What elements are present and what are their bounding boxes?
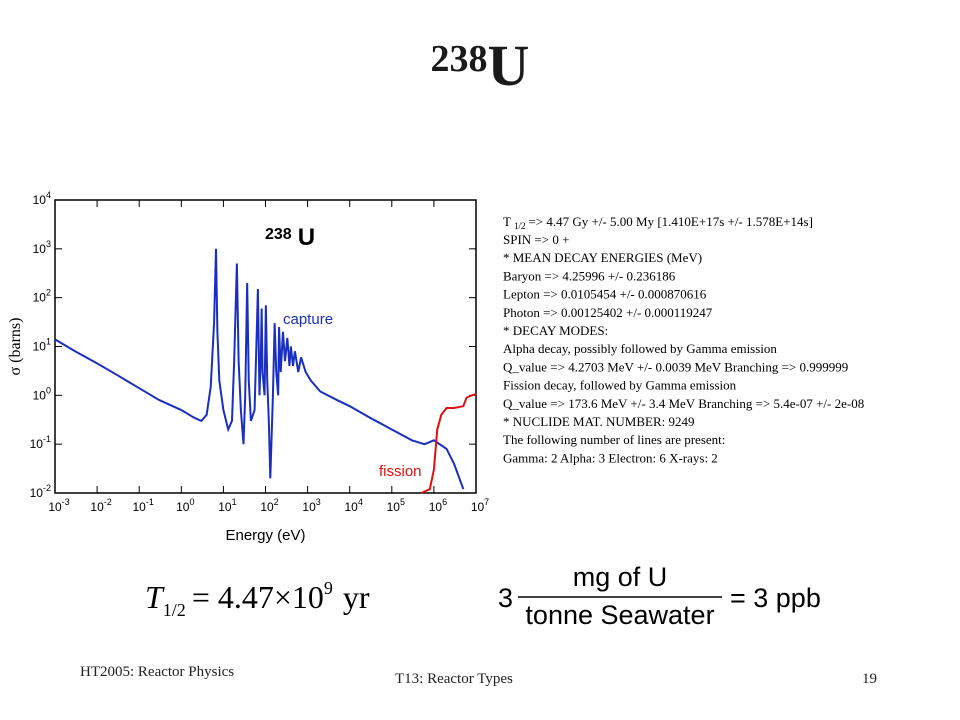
tick-label: 101	[218, 497, 236, 514]
chart: 10-3 10-2 10-1 100 101 102 103 104 105 106 10710-2…	[7, 190, 489, 544]
half-life-line: T 1/2 => 4.47 Gy +/- 5.00 My [1.410E+17s +…	[503, 214, 813, 231]
decay-info-line: Baryon => 4.25996 +/- 0.236186	[503, 268, 676, 283]
footer-left: HT2005: Reactor Physics	[80, 664, 234, 680]
title-mass-number: 238	[431, 38, 488, 80]
tick-label: 102	[260, 497, 278, 514]
tick-label: 106	[429, 497, 447, 514]
series-line	[420, 393, 477, 494]
series-label: capture	[283, 311, 333, 328]
tick-label: 103	[33, 239, 51, 256]
tick-label: 105	[387, 497, 405, 514]
decay-info-line: * MEAN DECAY ENERGIES (MeV)	[503, 250, 702, 265]
half-life-text: => 4.47 Gy +/- 5.00 My [1.410E+17s +/- 1…	[528, 214, 812, 229]
footer-page: 19	[862, 671, 877, 687]
formula-unit: yr	[343, 579, 370, 615]
decay-info-line: * DECAY MODES:	[503, 323, 608, 338]
chart-title-symbol: U	[298, 224, 315, 251]
formula-result: = 3 ppb	[730, 583, 821, 613]
tick-label: 10-1	[133, 497, 154, 514]
tick-label: 102	[33, 288, 51, 305]
decay-info-line: The following number of lines are presen…	[503, 432, 725, 447]
y-axis-label: σ (barns)	[7, 318, 24, 376]
tick-label: 10-2	[90, 497, 111, 514]
formula-subscript: 1/2	[163, 600, 186, 620]
series-label: fission	[379, 463, 422, 480]
decay-info-line: Photon => 0.00125402 +/- 0.000119247	[503, 305, 713, 320]
tick-label: 10-3	[48, 497, 69, 514]
tick-label: 103	[302, 497, 320, 514]
formula-seawater: 3 mg of U tonne Seawater = 3 ppb	[498, 562, 821, 630]
formula-numerator: mg of U	[573, 562, 668, 592]
decay-info-line: * NUCLIDE MAT. NUMBER: 9249	[503, 414, 695, 429]
decay-info-line: Q_value => 173.6 MeV +/- 3.4 MeV Branchi…	[503, 396, 864, 411]
slide-title: 238U	[431, 33, 530, 98]
formula-mantissa: = 4.47×10	[192, 579, 324, 615]
tick-label: 10-1	[30, 434, 51, 451]
tick-label: 104	[33, 190, 51, 207]
tick-label: 100	[176, 497, 194, 514]
x-axis-label: Energy (eV)	[225, 527, 305, 544]
decay-info-line: Q_value => 4.2703 MeV +/- 0.0039 MeV Bra…	[503, 359, 848, 374]
decay-info-line: Fission decay, followed by Gamma emissio…	[503, 378, 737, 393]
tick-label: 107	[471, 497, 489, 514]
decay-info-line: SPIN => 0 +	[503, 232, 569, 247]
half-life-subscript: 1/2	[514, 221, 526, 231]
tick-label: 101	[33, 337, 51, 354]
chart-title: 238 U	[265, 224, 315, 251]
formula-symbol: T	[145, 579, 165, 615]
formula-exponent: 9	[324, 578, 333, 598]
decay-info-line: Lepton => 0.0105454 +/- 0.000870616	[503, 287, 707, 302]
title-symbol: U	[488, 33, 530, 98]
formula-denominator: tonne Seawater	[525, 600, 714, 630]
tick-label: 104	[345, 497, 363, 514]
series-line	[54, 248, 465, 490]
half-life-symbol: T	[503, 214, 511, 229]
decay-info-line: Alpha decay, possibly followed by Gamma …	[503, 341, 777, 356]
decay-info-line: Gamma: 2 Alpha: 3 Electron: 6 X-rays: 2	[503, 450, 718, 465]
tick-label: 100	[33, 385, 51, 402]
chart-title-number: 238	[265, 226, 292, 243]
footer-center: T13: Reactor Types	[395, 671, 513, 687]
tick-label: 10-2	[30, 483, 51, 500]
decay-info: T 1/2 => 4.47 Gy +/- 5.00 My [1.410E+17s +…	[503, 214, 864, 465]
plot-frame	[54, 199, 477, 494]
formula-half-life: T1/2 = 4.47×109 yr	[145, 578, 370, 620]
formula-factor: 3	[498, 583, 513, 613]
